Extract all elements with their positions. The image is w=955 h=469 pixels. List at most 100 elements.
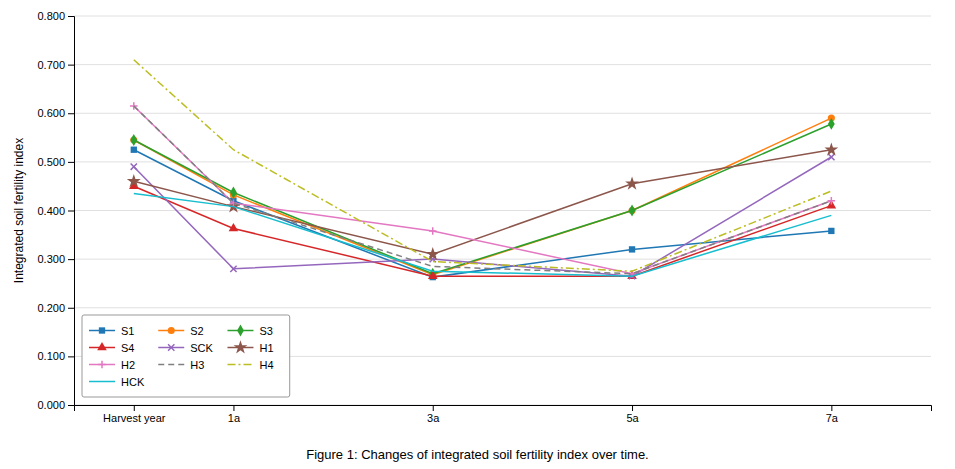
legend-marker bbox=[237, 325, 244, 337]
series-line bbox=[134, 60, 832, 272]
y-tick-label: 0.800 bbox=[37, 10, 65, 22]
y-tick-mark bbox=[68, 16, 74, 17]
point bbox=[131, 164, 137, 170]
legend-label: S3 bbox=[259, 325, 272, 337]
legend-marker bbox=[97, 342, 107, 350]
y-tick-mark bbox=[68, 65, 74, 66]
grid-line bbox=[74, 16, 931, 17]
grid bbox=[74, 16, 931, 405]
legend-item: S2 bbox=[158, 325, 203, 337]
series bbox=[130, 115, 835, 279]
x-tick: 7a bbox=[826, 405, 839, 424]
y-tick: 0.500 bbox=[37, 156, 74, 168]
point bbox=[824, 142, 838, 155]
point bbox=[828, 197, 836, 205]
y-tick: 0.300 bbox=[37, 253, 74, 265]
y-tick-mark bbox=[68, 308, 74, 309]
point bbox=[828, 154, 834, 160]
y-tick: 0.100 bbox=[37, 350, 74, 362]
legend-marker bbox=[168, 327, 175, 334]
series bbox=[127, 142, 838, 260]
x-tick-label: 3a bbox=[427, 412, 440, 424]
series bbox=[131, 147, 835, 281]
legend-item: SCK bbox=[158, 342, 213, 354]
point bbox=[429, 227, 437, 235]
series-line bbox=[134, 106, 832, 274]
legend-label: H4 bbox=[259, 359, 273, 371]
legend-label: S2 bbox=[190, 325, 203, 337]
y-tick: 0.400 bbox=[37, 205, 74, 217]
x-tick-mark bbox=[632, 405, 633, 411]
legend-marker bbox=[168, 344, 174, 350]
grid-line bbox=[74, 113, 931, 114]
x-tick: Harvest year bbox=[103, 405, 166, 424]
legend-item: S1 bbox=[89, 325, 134, 337]
x-tick-mark bbox=[233, 405, 234, 411]
x-tick-mark bbox=[134, 405, 135, 411]
point bbox=[625, 176, 639, 189]
grid-line bbox=[74, 64, 931, 65]
x-tick-label: 7a bbox=[826, 412, 839, 424]
x-tick-label: 5a bbox=[626, 412, 639, 424]
series bbox=[134, 193, 832, 276]
x-tick-mark bbox=[433, 405, 434, 411]
point bbox=[828, 228, 834, 234]
y-tick: 0.200 bbox=[37, 302, 74, 314]
series-line bbox=[134, 193, 832, 276]
legend-label: HCK bbox=[121, 376, 145, 388]
y-tick-label: 0.300 bbox=[37, 253, 65, 265]
point bbox=[629, 246, 635, 252]
y-axis-title: Integrated soil fertility index bbox=[12, 138, 26, 283]
legend-item: H2 bbox=[89, 359, 135, 371]
legend-label: H1 bbox=[259, 342, 273, 354]
legend-item: S4 bbox=[89, 342, 134, 354]
point bbox=[131, 147, 137, 153]
y-tick-label: 0.500 bbox=[37, 156, 65, 168]
legend-label: H3 bbox=[190, 359, 204, 371]
series-line bbox=[134, 106, 832, 274]
x-tick: 3a bbox=[427, 405, 440, 424]
point bbox=[828, 118, 835, 130]
y-tick: 0.000 bbox=[37, 399, 74, 411]
y-tick-mark bbox=[68, 259, 74, 260]
y-tick-mark bbox=[68, 113, 74, 114]
x-tick-mark bbox=[831, 405, 832, 411]
series bbox=[130, 102, 835, 277]
legend-item: S3 bbox=[227, 325, 272, 337]
legend-swatch bbox=[158, 364, 184, 366]
x-tick-label: 1a bbox=[228, 412, 241, 424]
legend-item: H1 bbox=[227, 340, 273, 353]
point bbox=[230, 187, 237, 199]
y-axis: 0.000 0.100 0.200 0.300 0.400 0.500 0.600 0.700… bbox=[37, 10, 74, 411]
point bbox=[230, 266, 236, 272]
y-tick-label: 0.700 bbox=[37, 59, 65, 71]
y-tick: 0.800 bbox=[37, 10, 74, 22]
legend-item: H4 bbox=[227, 359, 273, 371]
x-axis-line bbox=[75, 406, 932, 412]
point bbox=[629, 205, 636, 217]
legend-marker bbox=[98, 361, 106, 369]
point bbox=[130, 134, 137, 146]
y-tick-label: 0.600 bbox=[37, 107, 65, 119]
y-tick: 0.600 bbox=[37, 107, 74, 119]
y-tick-mark bbox=[68, 405, 74, 406]
series bbox=[130, 118, 834, 280]
legend-swatch bbox=[227, 364, 253, 366]
x-tick: 1a bbox=[228, 405, 241, 424]
series-line bbox=[134, 118, 832, 275]
y-tick-mark bbox=[68, 211, 74, 212]
series bbox=[134, 60, 832, 272]
y-tick-mark bbox=[68, 162, 74, 163]
y-axis-line bbox=[68, 17, 75, 406]
legend-marker bbox=[99, 327, 105, 333]
grid-line bbox=[74, 307, 931, 308]
plot-area bbox=[127, 60, 838, 281]
legend-item: HCK bbox=[89, 376, 145, 388]
legend-item: H3 bbox=[158, 359, 204, 371]
chart-title: Figure 1: Changes of integrated soil fer… bbox=[306, 447, 649, 462]
legend-label: S1 bbox=[121, 325, 134, 337]
grid-line bbox=[74, 161, 931, 162]
x-tick: 5a bbox=[626, 405, 639, 424]
series-line bbox=[134, 124, 832, 274]
legend-swatch bbox=[89, 381, 115, 383]
